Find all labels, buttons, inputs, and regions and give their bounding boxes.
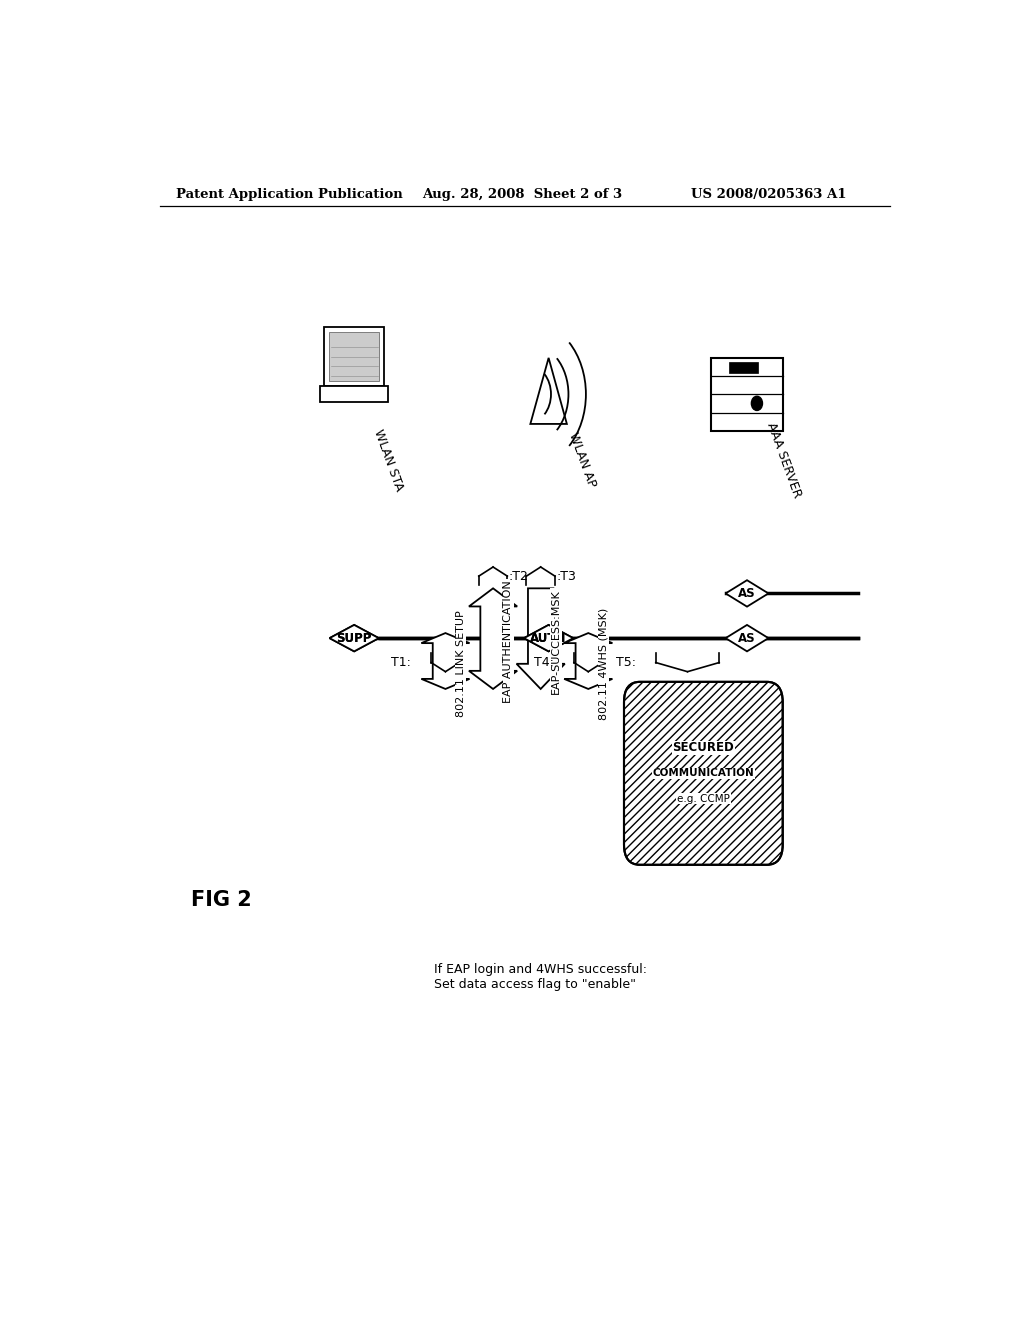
Polygon shape bbox=[469, 589, 517, 689]
Text: 802.11 LINK SETUP: 802.11 LINK SETUP bbox=[456, 610, 466, 717]
Text: COMMUNICATION: COMMUNICATION bbox=[652, 768, 755, 779]
Text: AUTH: AUTH bbox=[530, 632, 567, 644]
Polygon shape bbox=[726, 581, 768, 607]
Text: EAP AUTHENTICATION: EAP AUTHENTICATION bbox=[504, 579, 513, 702]
Bar bbox=[329, 333, 379, 381]
Text: T1:: T1: bbox=[391, 656, 412, 669]
Polygon shape bbox=[330, 624, 379, 651]
Text: AS: AS bbox=[738, 587, 756, 599]
Polygon shape bbox=[516, 589, 565, 689]
Text: SUPP: SUPP bbox=[337, 632, 372, 644]
Polygon shape bbox=[524, 624, 573, 651]
Text: Aug. 28, 2008  Sheet 2 of 3: Aug. 28, 2008 Sheet 2 of 3 bbox=[422, 189, 622, 202]
Text: AUTH: AUTH bbox=[530, 632, 567, 644]
Text: 802.11 4WHS (MSK): 802.11 4WHS (MSK) bbox=[599, 607, 608, 719]
Polygon shape bbox=[524, 624, 573, 651]
FancyBboxPatch shape bbox=[624, 682, 782, 865]
Bar bbox=[712, 358, 782, 430]
Text: EAP-SUCCESS:MSK: EAP-SUCCESS:MSK bbox=[551, 589, 561, 693]
Bar bbox=[729, 363, 758, 372]
Polygon shape bbox=[330, 624, 379, 651]
Bar bbox=[321, 385, 388, 403]
Text: WLAN STA: WLAN STA bbox=[372, 428, 406, 492]
Text: WLAN AP: WLAN AP bbox=[566, 432, 598, 490]
Bar bbox=[325, 327, 384, 385]
Text: If EAP login and 4WHS successful:
Set data access flag to "enable": If EAP login and 4WHS successful: Set da… bbox=[433, 962, 646, 990]
Text: SUPP: SUPP bbox=[337, 632, 372, 644]
Polygon shape bbox=[726, 624, 768, 651]
Text: AS: AS bbox=[738, 632, 756, 644]
Circle shape bbox=[752, 396, 763, 411]
Polygon shape bbox=[530, 358, 567, 424]
Text: SECURED: SECURED bbox=[673, 742, 734, 755]
Text: e.g. CCMP: e.g. CCMP bbox=[677, 793, 730, 804]
Polygon shape bbox=[421, 634, 470, 689]
Text: T5:: T5: bbox=[615, 656, 636, 669]
Polygon shape bbox=[564, 634, 612, 689]
Text: :T3: :T3 bbox=[557, 570, 577, 582]
Text: Patent Application Publication: Patent Application Publication bbox=[176, 189, 402, 202]
Text: FIG 2: FIG 2 bbox=[191, 891, 252, 911]
Text: T4:: T4: bbox=[535, 656, 554, 669]
Text: :T2: :T2 bbox=[509, 570, 528, 582]
Text: AAA SERVER: AAA SERVER bbox=[765, 421, 804, 500]
Text: US 2008/0205363 A1: US 2008/0205363 A1 bbox=[691, 189, 847, 202]
